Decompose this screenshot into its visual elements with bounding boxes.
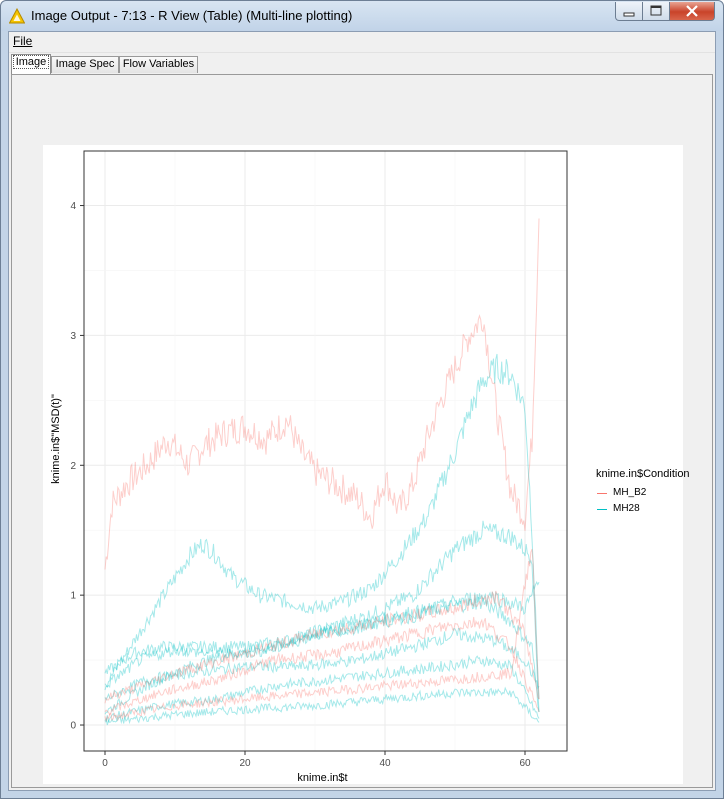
tab-image-label: Image: [12, 55, 50, 69]
series-line-mh-b2: [104, 616, 540, 716]
x-tick-label: 0: [102, 758, 108, 769]
tab-image-spec-label: Image Spec: [55, 58, 115, 70]
series-line-mh28: [104, 581, 540, 689]
tab-flow-variables-label: Flow Variables: [122, 58, 195, 70]
msd-line-chart: 0 20 40 60 0 1 2 3 4 knime.in$t knime.in$"MSD(t)": [50, 150, 568, 784]
tab-flow-variables[interactable]: Flow Variables: [119, 56, 198, 73]
series-line-mh-b2: [104, 548, 540, 722]
minimize-button[interactable]: [615, 2, 643, 21]
maximize-icon: [650, 5, 662, 16]
close-icon: [686, 5, 698, 17]
legend-item-mh28: MH28: [597, 502, 677, 516]
y-tick-label: 2: [70, 461, 76, 472]
tab-image-spec[interactable]: Image Spec: [51, 56, 119, 73]
x-axis-title: knime.in$t: [297, 772, 347, 784]
legend-title: knime.in$Condition: [596, 468, 690, 480]
x-tick-label: 40: [379, 758, 391, 769]
plot-image: 0 20 40 60 0 1 2 3 4 knime.in$t knime.in$"MSD(t)" …: [43, 145, 690, 784]
series-line-mh-b2: [104, 218, 540, 570]
close-button[interactable]: [669, 2, 715, 21]
y-tick-label: 4: [70, 201, 76, 212]
x-tick-label: 20: [239, 758, 251, 769]
legend-label: MH_B2: [613, 487, 647, 498]
legend-swatch: [597, 493, 607, 494]
minimize-icon: [623, 12, 635, 17]
y-tick-label: 3: [70, 331, 76, 342]
tab-image[interactable]: Image: [11, 54, 51, 74]
legend-swatch: [597, 509, 607, 510]
series-line-mh28: [104, 686, 540, 726]
y-tick-label: 0: [70, 721, 76, 732]
knime-warning-triangle-icon: [9, 8, 25, 24]
image-panel: 0 20 40 60 0 1 2 3 4 knime.in$t knime.in$"MSD(t)" …: [11, 74, 713, 788]
y-axis-title: knime.in$"MSD(t)": [50, 394, 62, 484]
series-line-mh28: [104, 654, 540, 724]
legend-item-mh-b2: MH_B2: [597, 486, 677, 500]
maximize-button[interactable]: [642, 2, 670, 21]
series-line-mh-b2: [104, 590, 540, 704]
series-line-mh28: [104, 627, 540, 701]
window-title: Image Output - 7:13 - R View (Table) (Mu…: [31, 8, 353, 23]
plot-panel-border: [83, 150, 568, 752]
title-bar[interactable]: Image Output - 7:13 - R View (Table) (Mu…: [1, 1, 723, 31]
x-tick-label: 60: [519, 758, 531, 769]
menu-file[interactable]: File: [13, 34, 33, 48]
legend-label: MH28: [613, 503, 640, 514]
window-client-area: File Image Image Spec Flow Variables 0 20…: [8, 31, 716, 791]
menu-bar: File: [9, 32, 715, 53]
series-line-mh28: [104, 353, 540, 700]
series-line-mh28: [104, 596, 540, 715]
series-line-mh28: [104, 520, 540, 713]
y-tick-label: 1: [70, 591, 76, 602]
